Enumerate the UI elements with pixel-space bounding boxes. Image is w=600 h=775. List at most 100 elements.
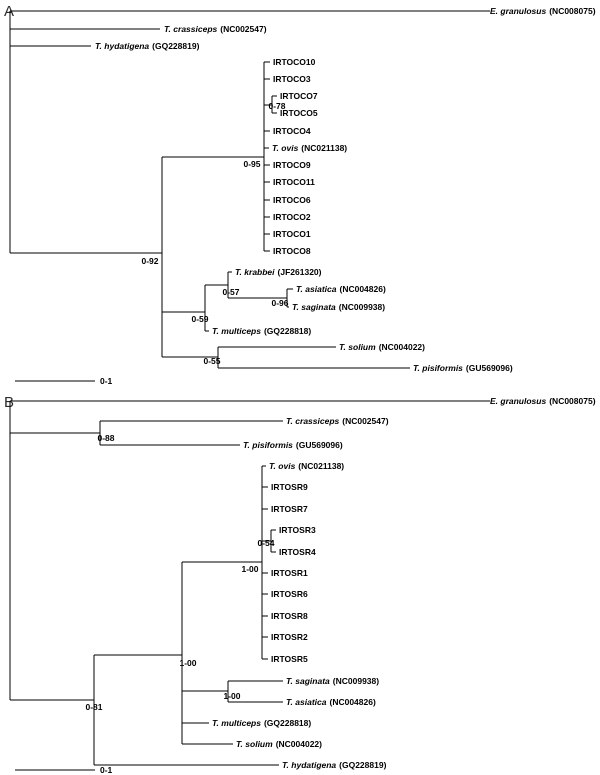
taxon-label: IRTOSR7	[271, 504, 308, 514]
support-value: 1-00	[241, 564, 258, 574]
taxon-accession: (GQ228818)	[264, 718, 311, 728]
support-value: 0-57	[222, 287, 239, 297]
taxon-label: IRTOSR6	[271, 589, 308, 599]
scale-bar-label: 0-1	[100, 376, 113, 386]
panel-b: B E. granulosus (NC008075) T. crassiceps(…	[4, 394, 596, 775]
taxon-label: T. hydatigena (GQ228819)	[95, 41, 200, 51]
support-value: 0-88	[97, 433, 114, 443]
taxon-name: T. pisiformis	[243, 440, 293, 450]
taxon-label: IRTOCO5	[280, 108, 318, 118]
taxon-label: IRTOSR1	[271, 568, 308, 578]
taxon-label: IRTOCO10	[273, 57, 316, 67]
taxon-name: T. solium	[339, 342, 376, 352]
panel-b-branches	[9, 400, 490, 766]
taxon-label: IRTOSR3	[279, 525, 316, 535]
support-value: 0-92	[141, 256, 158, 266]
taxon-accession: (NC009938)	[333, 676, 379, 686]
taxon-label: T. krabbei (JF261320)	[235, 267, 322, 277]
support-value: 0-54	[257, 538, 274, 548]
taxon-name: T. hydatigena	[95, 41, 149, 51]
taxon-label: IRTOCO4	[273, 126, 311, 136]
support-value: 0-81	[85, 702, 102, 712]
taxon-name: T. multiceps	[212, 718, 261, 728]
taxon-label: IRTOCO9	[273, 160, 311, 170]
taxon-name: T. hydatigena	[282, 760, 336, 770]
taxon-label: IRTOSR5	[271, 654, 308, 664]
taxon-label: E. granulosus (NC008075)	[490, 6, 596, 16]
taxon-accession: (NC008075)	[549, 396, 595, 406]
taxon-label: T. hydatigena (GQ228819)	[282, 760, 387, 770]
taxon-label: IRTOSR2	[271, 632, 308, 642]
taxon-label: IRTOCO7	[280, 91, 318, 101]
taxon-accession: (NC004022)	[379, 342, 425, 352]
taxon-accession: (GU569096)	[296, 440, 343, 450]
taxon-label: T. ovis (NC021138)	[269, 461, 344, 471]
taxon-label: T. asiatica (NC004826)	[286, 697, 376, 707]
support-value: 0-59	[191, 314, 208, 324]
taxon-label: IRTOCO3	[273, 74, 311, 84]
taxon-label: IRTOSR8	[271, 611, 308, 621]
taxon-label: T. pisiformis (GU569096)	[243, 440, 343, 450]
panel-a-letter: A	[4, 3, 14, 20]
taxon-name: E. granulosus	[490, 396, 546, 406]
panel-a: A E. granulosus (NC008075) T. crassiceps(…	[4, 3, 596, 386]
taxon-name: E. granulosus	[490, 6, 546, 16]
taxon-label: IRTOCO8	[273, 246, 311, 256]
taxon-label: T. solium (NC004022)	[236, 739, 322, 749]
taxon-name: T. krabbei	[235, 267, 275, 277]
taxon-accession: (NC002547)	[220, 24, 266, 34]
support-value: 1-00	[223, 691, 240, 701]
taxon-accession: (NC004826)	[329, 697, 375, 707]
support-value: 1-00	[179, 658, 196, 668]
taxon-label: E. granulosus (NC008075)	[490, 396, 596, 406]
taxon-label: IRTOCO1	[273, 229, 311, 239]
taxon-accession: (NC021138)	[301, 143, 347, 153]
taxon-label: IRTOCO6	[273, 195, 311, 205]
taxon-accession: (NC004826)	[339, 284, 385, 294]
taxon-label: T. saginata (NC009938)	[292, 302, 385, 312]
taxon-label: IRTOCO11	[273, 177, 315, 187]
taxon-name: T. ovis	[269, 461, 296, 471]
taxon-accession: (NC009938)	[339, 302, 385, 312]
taxon-accession: (NC021138)	[298, 461, 344, 471]
taxon-accession: (GQ228819)	[152, 41, 199, 51]
taxon-label: T. multiceps (GQ228818)	[212, 326, 311, 336]
taxon-label: T. multiceps (GQ228818)	[212, 718, 311, 728]
taxon-name: T. crassiceps	[286, 416, 340, 426]
taxon-name: T. asiatica	[296, 284, 337, 294]
taxon-name: T. multiceps	[212, 326, 261, 336]
taxon-accession: (GQ228819)	[339, 760, 386, 770]
taxon-accession: (GU569096)	[466, 363, 513, 373]
taxon-name: T. ovis	[272, 143, 299, 153]
taxon-label: T. pisiformis (GU569096)	[413, 363, 513, 373]
taxon-label: T. crassiceps (NC002547)	[164, 24, 267, 34]
taxon-label: IRTOSR9	[271, 482, 308, 492]
panel-a-branch-lines	[9, 10, 490, 369]
taxon-accession: (NC002547)	[342, 416, 388, 426]
taxon-accession: (NC004022)	[276, 739, 322, 749]
panel-b-branch-lines	[9, 400, 490, 766]
taxon-name: T. asiatica	[286, 697, 327, 707]
taxon-name: T. pisiformis	[413, 363, 463, 373]
taxon-label: T. saginata (NC009938)	[286, 676, 379, 686]
taxon-label: T. solium (NC004022)	[339, 342, 425, 352]
taxon-accession: (JF261320)	[278, 267, 322, 277]
support-value: 0-95	[243, 159, 260, 169]
taxon-name: T. solium	[236, 739, 273, 749]
taxon-accession: (NC008075)	[549, 6, 595, 16]
taxon-accession: (GQ228818)	[264, 326, 311, 336]
scale-bar-label: 0-1	[100, 765, 113, 775]
taxon-label: IRTOSR4	[279, 547, 316, 557]
panel-b-letter: B	[4, 394, 14, 411]
taxon-name: T. saginata	[292, 302, 336, 312]
taxon-label: T. ovis (NC021138)	[272, 143, 347, 153]
support-value: 0-55	[203, 356, 220, 366]
taxon-label: IRTOCO2	[273, 212, 311, 222]
taxon-name: T. crassiceps	[164, 24, 218, 34]
taxon-label: T. asiatica (NC004826)	[296, 284, 386, 294]
taxon-name: T. saginata	[286, 676, 330, 686]
support-value: 0-96	[271, 298, 288, 308]
panel-a-branches	[9, 10, 490, 369]
